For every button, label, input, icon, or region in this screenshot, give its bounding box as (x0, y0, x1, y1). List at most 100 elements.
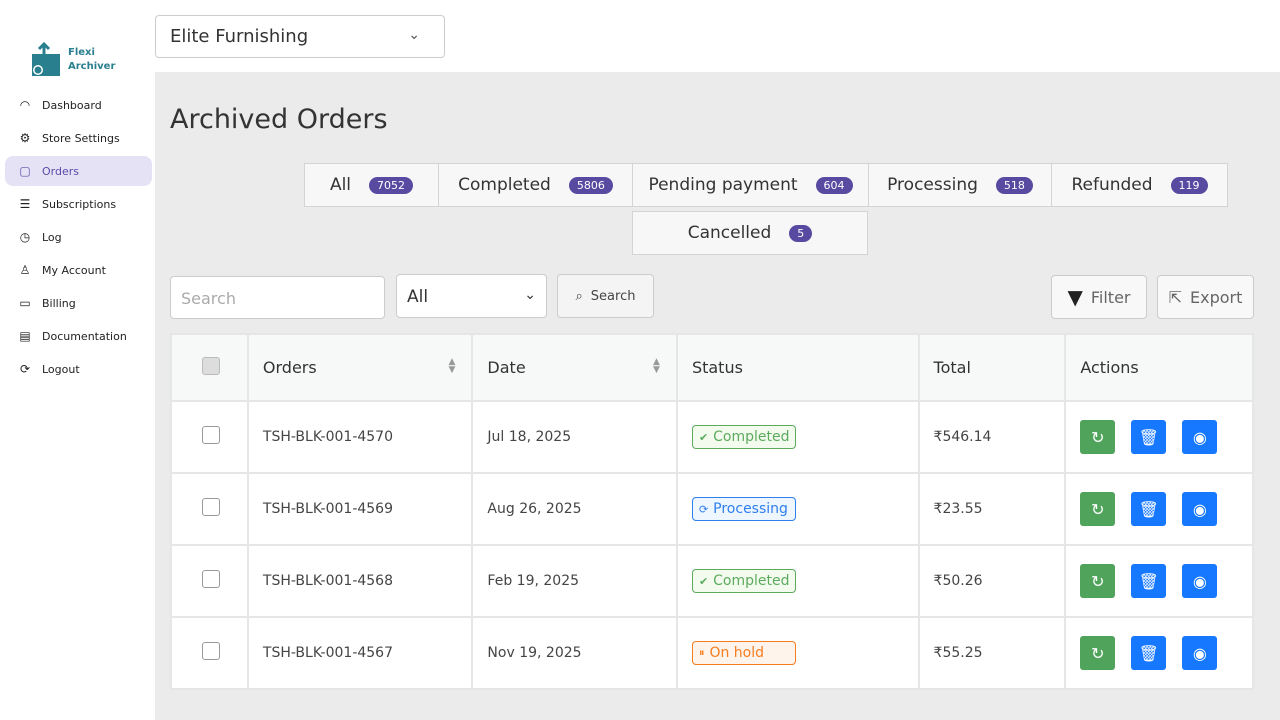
store-selector[interactable]: Elite Furnishing ⌄ (155, 15, 445, 58)
row-checkbox[interactable] (202, 426, 220, 444)
trash-icon: 🗑 (1138, 643, 1159, 663)
page-title: Archived Orders (170, 104, 388, 135)
logo-text: Archiver (68, 61, 116, 72)
count-badge: 5 (789, 224, 813, 242)
sidebar-item-label: Logout (42, 362, 80, 376)
logo: Flexi Archiver (30, 42, 115, 78)
order-id[interactable]: TSH-BLK-001-4568 (246, 544, 474, 618)
table-row: TSH-BLK-001-4569 Aug 26, 2025 ⟳ Processin… (170, 472, 1254, 546)
chevron-down-icon: ⌄ (524, 287, 536, 303)
tab-refunded[interactable]: Refunded 119 (1051, 163, 1228, 207)
order-date: Aug 26, 2025 (471, 472, 678, 546)
chevron-down-icon: ⌄ (408, 27, 420, 43)
eye-icon: ◉ (1192, 571, 1207, 591)
restore-icon: ↻ (1091, 571, 1105, 591)
status-label: Completed (713, 429, 790, 445)
sidebar-item-label: Billing (42, 296, 76, 310)
eye-icon: ◉ (1192, 499, 1207, 519)
sidebar-item-store-settings[interactable]: ⚙ Store Settings (5, 123, 152, 153)
select-all-checkbox[interactable] (202, 356, 220, 375)
restore-button[interactable]: ↻ (1080, 564, 1116, 598)
delete-button[interactable]: 🗑 (1131, 564, 1167, 598)
sidebar-item-dashboard[interactable]: ◠ Dashboard (5, 90, 152, 120)
sidebar-item-my-account[interactable]: ♙ My Account (5, 255, 152, 285)
sidebar-item-orders[interactable]: ▢ Orders (5, 156, 152, 186)
tab-pending-payment[interactable]: Pending payment 604 (632, 163, 869, 207)
tab-all[interactable]: All 7052 (304, 163, 439, 207)
sidebar-item-label: Orders (42, 164, 79, 178)
gear-icon: ⚙ (19, 131, 31, 145)
delete-button[interactable]: 🗑 (1131, 492, 1167, 526)
trash-icon: 🗑 (1138, 427, 1159, 447)
eye-icon: ◉ (1192, 643, 1207, 663)
export-icon: ⇱ (1168, 287, 1183, 307)
order-id[interactable]: TSH-BLK-001-4567 (246, 616, 474, 690)
status-label: Processing (713, 501, 788, 517)
header-date[interactable]: Date ▲ ▼ (471, 333, 678, 402)
table-row: TSH-BLK-001-4570 Jul 18, 2025 ✔ Completed… (170, 400, 1254, 474)
export-button[interactable]: ⇱ Export (1157, 275, 1254, 319)
count-badge: 7052 (369, 176, 414, 194)
view-button[interactable]: ◉ (1182, 636, 1218, 670)
sort-icon[interactable]: ▲ ▼ (653, 357, 660, 375)
sidebar-item-subscriptions[interactable]: ☰ Subscriptions (5, 189, 152, 219)
view-button[interactable]: ◉ (1182, 564, 1218, 598)
order-total: ₹50.26 (917, 544, 1067, 618)
order-total: ₹546.14 (917, 400, 1067, 474)
row-checkbox[interactable] (202, 570, 220, 588)
tab-label: All (329, 175, 352, 195)
delete-button[interactable]: 🗑 (1131, 636, 1167, 670)
search-placeholder: Search (181, 289, 236, 308)
tab-processing[interactable]: Processing 518 (868, 163, 1052, 207)
order-id[interactable]: TSH-BLK-001-4569 (246, 472, 474, 546)
tab-completed[interactable]: Completed 5806 (438, 163, 633, 207)
pause-icon: ⏸ (698, 646, 705, 659)
sidebar-item-logout[interactable]: ⟳ Logout (5, 354, 152, 384)
tab-label: Cancelled (687, 223, 772, 243)
bag-icon: ▢ (19, 164, 31, 178)
check-circle-icon: ✔ (698, 430, 709, 444)
sidebar-item-billing[interactable]: ▭ Billing (5, 288, 152, 318)
logout-icon: ⟳ (19, 362, 31, 376)
filter-icon: ▼ (1067, 285, 1083, 309)
delete-button[interactable]: 🗑 (1131, 420, 1167, 454)
sidebar-item-documentation[interactable]: ▤ Documentation (5, 321, 152, 351)
order-date: Nov 19, 2025 (471, 616, 678, 690)
header-label: Date (487, 358, 526, 377)
tab-label: Completed (458, 175, 551, 195)
card-icon: ▭ (19, 296, 31, 310)
order-id[interactable]: TSH-BLK-001-4570 (246, 400, 474, 474)
filter-button[interactable]: ▼ Filter (1051, 275, 1147, 319)
tab-cancelled[interactable]: Cancelled 5 (632, 211, 868, 255)
status-label: On hold (709, 645, 764, 661)
restore-icon: ↻ (1091, 499, 1105, 519)
view-button[interactable]: ◉ (1182, 492, 1218, 526)
restore-button[interactable]: ↻ (1080, 492, 1116, 526)
sort-icon[interactable]: ▲ ▼ (448, 357, 456, 375)
logo-text: Flexi (68, 47, 95, 58)
list-icon: ☰ (19, 197, 31, 211)
view-button[interactable]: ◉ (1182, 420, 1218, 454)
row-checkbox[interactable] (202, 642, 220, 660)
sidebar-item-log[interactable]: ◷ Log (5, 222, 152, 252)
count-badge: 518 (995, 176, 1033, 194)
status-badge: ✔ Completed (691, 425, 796, 449)
restore-icon: ↻ (1091, 643, 1105, 663)
select-value: All (407, 287, 429, 307)
eye-icon: ◉ (1192, 427, 1207, 447)
sidebar-item-label: Dashboard (42, 98, 102, 112)
status-select[interactable]: All ⌄ (396, 274, 547, 318)
button-label: Search (590, 288, 636, 304)
header-actions: Actions (1064, 333, 1254, 402)
row-checkbox[interactable] (202, 498, 220, 516)
restore-button[interactable]: ↻ (1080, 636, 1116, 670)
gauge-icon: ◠ (19, 98, 31, 112)
search-button[interactable]: ⌕ Search (557, 274, 654, 318)
search-input[interactable]: Search (170, 276, 385, 319)
status-badge: ⏸ On hold (691, 641, 796, 665)
restore-button[interactable]: ↻ (1080, 420, 1116, 454)
header-orders[interactable]: Orders ▲ ▼ (246, 333, 474, 402)
check-circle-icon: ✔ (698, 574, 709, 588)
count-badge: 604 (815, 176, 853, 194)
search-icon: ⌕ (575, 288, 583, 304)
